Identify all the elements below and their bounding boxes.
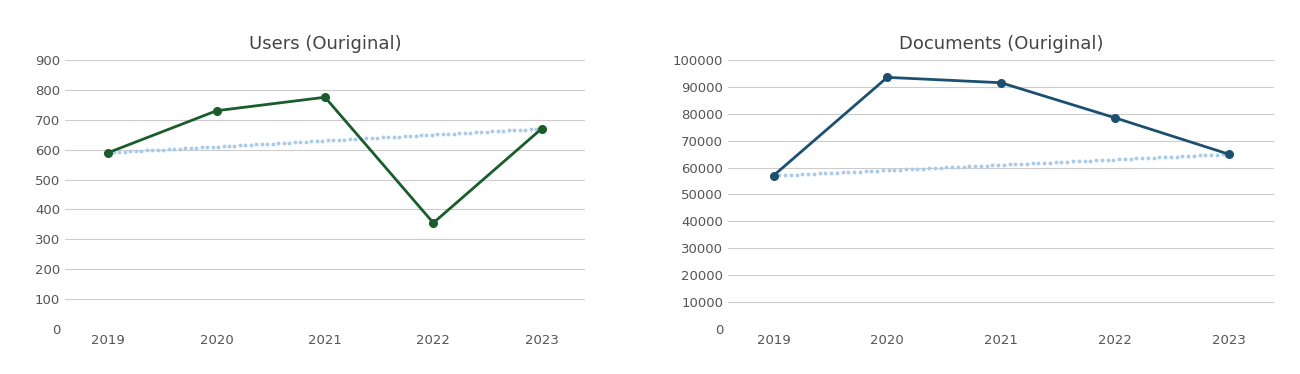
Title: Documents (Ouriginal): Documents (Ouriginal): [898, 35, 1104, 53]
Title: Users (Ouriginal): Users (Ouriginal): [248, 35, 402, 53]
